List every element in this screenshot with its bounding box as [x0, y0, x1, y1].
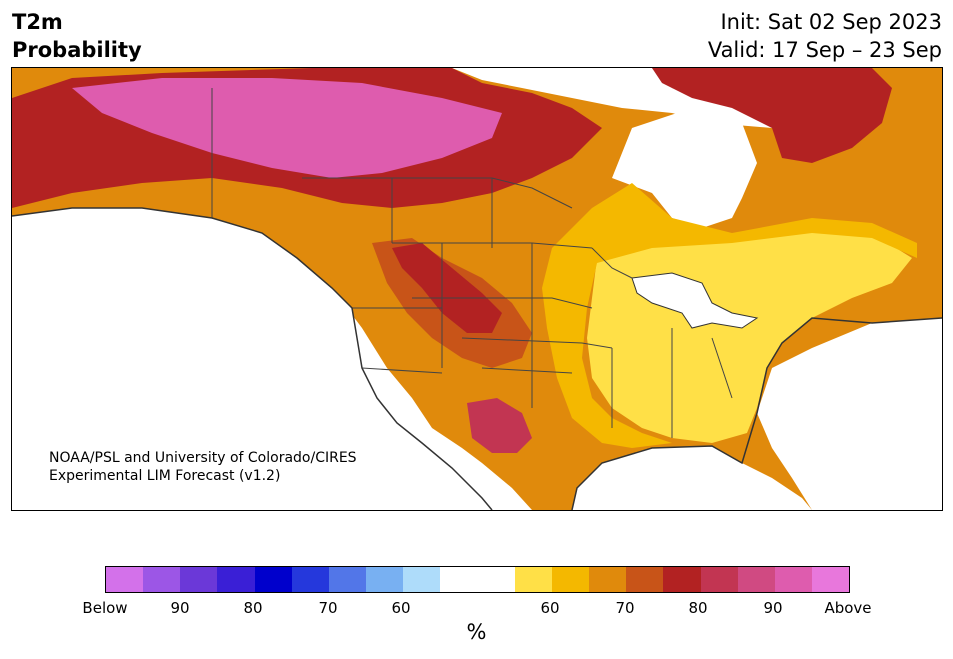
colorbar-unit-label: %: [466, 620, 487, 644]
credit-model: Experimental LIM Forecast (v1.2): [49, 468, 281, 484]
map-title: T2m Probability: [12, 8, 142, 64]
data-credit: NOAA/PSL and University of Colorado/CIRE…: [49, 449, 357, 485]
above-90-mexico: [467, 398, 532, 453]
colorbar-tick-label: 60: [391, 599, 411, 617]
coastline: [12, 207, 942, 510]
init-date: Init: Sat 02 Sep 2023: [720, 10, 942, 34]
probability-colorbar: [105, 566, 850, 593]
colorbar-ticks: Below 90 80 70 60 60 70 80 90 Above: [0, 599, 953, 619]
above-85-rockies: [392, 243, 502, 333]
colorbar-tick-label: 70: [318, 599, 338, 617]
forecast-map: [11, 67, 943, 511]
colorbar-tick-label: 70: [615, 599, 635, 617]
colorbar-tick-label: Below: [82, 599, 128, 617]
colorbar-tick-label: 90: [170, 599, 190, 617]
colorbar-cell: [291, 567, 329, 592]
pacific-ocean: [12, 208, 492, 510]
colorbar-tick-label: 80: [688, 599, 708, 617]
colorbar-tick-label: 80: [243, 599, 263, 617]
colorbar-tick-label: Above: [824, 599, 872, 617]
atlantic-ocean: [757, 318, 942, 510]
colorbar-cell: [106, 567, 144, 592]
colorbar-cell: [551, 567, 590, 592]
title-variable: T2m: [12, 10, 63, 34]
political-borders: [211, 88, 733, 438]
colorbar-cell: [589, 567, 627, 592]
hudson-bay: [612, 108, 757, 228]
credit-source: NOAA/PSL and University of Colorado/CIRE…: [49, 450, 357, 466]
above-90-zone: [72, 78, 502, 178]
colorbar-cell: [514, 567, 552, 592]
colorbar-cell: [477, 567, 515, 592]
colorbar-cell: [811, 567, 850, 592]
valid-range: Valid: 17 Sep – 23 Sep: [707, 38, 942, 62]
great-lakes: [631, 272, 759, 329]
colorbar-cell: [663, 567, 701, 592]
colorbar-cell: [143, 567, 181, 592]
colorbar-cell: [626, 567, 664, 592]
above-65-band: [542, 183, 917, 448]
colorbar-cell: [440, 567, 478, 592]
colorbar-cell: [366, 567, 404, 592]
colorbar-tick-label: 60: [540, 599, 560, 617]
date-info: Init: Sat 02 Sep 2023 Valid: 17 Sep – 23…: [708, 8, 942, 64]
map-canvas: [12, 68, 942, 510]
colorbar-cell: [254, 567, 292, 592]
colorbar-tick-label: 90: [763, 599, 783, 617]
colorbar-cell: [217, 567, 255, 592]
colorbar-cell: [403, 567, 441, 592]
colorbar-cell: [328, 567, 367, 592]
arctic-ocean: [452, 68, 772, 128]
colorbar-cell: [180, 567, 218, 592]
title-product: Probability: [12, 38, 142, 62]
colorbar-cell: [737, 567, 775, 592]
gulf-of-mexico: [572, 446, 812, 510]
above-80-east: [652, 68, 892, 163]
colorbar-cell: [700, 567, 738, 592]
colorbar-cell: [774, 567, 812, 592]
